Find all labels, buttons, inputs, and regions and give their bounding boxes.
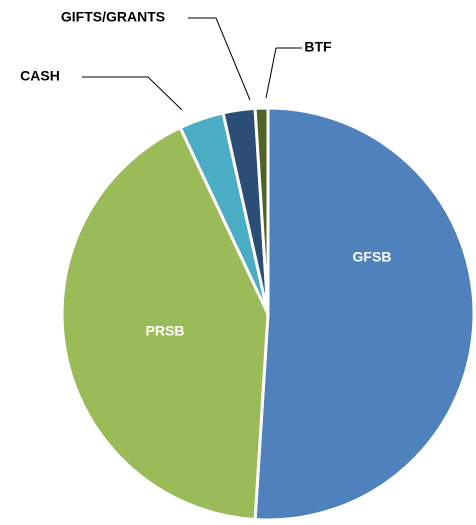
pie-slice — [60, 125, 270, 522]
leader-line — [265, 47, 302, 99]
slice-label: GIFTS/GRANTS — [61, 9, 165, 25]
slice-label: PRSB — [146, 323, 185, 339]
pie-slice — [253, 106, 270, 315]
slice-label: GFSB — [353, 249, 392, 265]
leader-line — [188, 17, 251, 101]
leader-line — [82, 76, 183, 111]
slice-label: BTF — [304, 39, 332, 55]
slice-label: CASH — [20, 68, 60, 84]
pie-slice — [253, 106, 476, 522]
